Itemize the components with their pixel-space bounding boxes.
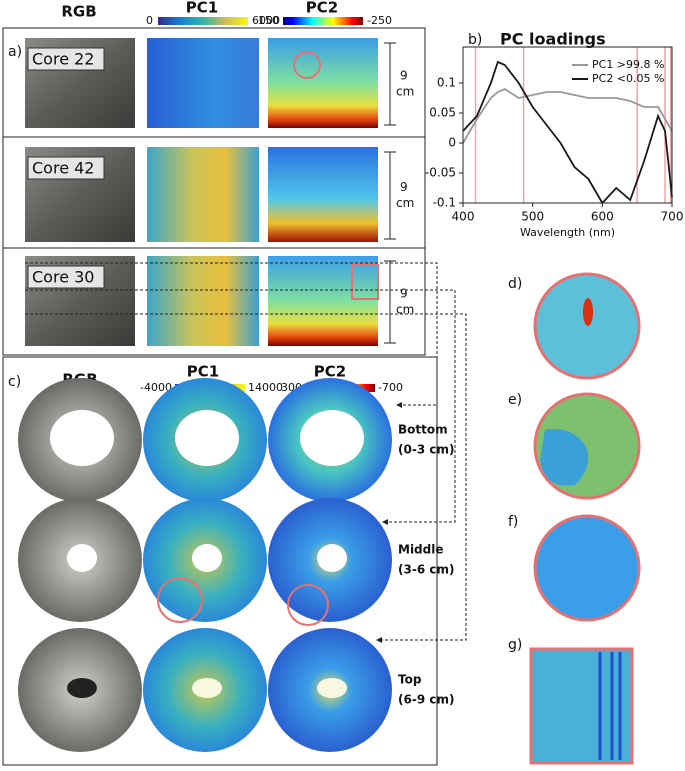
legend-label: PC2 <0.05 %: [592, 72, 664, 85]
core-pc1: [147, 256, 259, 346]
core-label-box: [27, 265, 105, 289]
highlight: [351, 264, 379, 300]
colorbar-label: 150: [258, 14, 279, 27]
disc-hole: [300, 410, 364, 466]
colorbar-label: 14000: [248, 381, 283, 394]
layer-name: Middle: [398, 543, 444, 557]
arrowhead: [376, 637, 382, 643]
colorbar-label: -250: [367, 14, 392, 27]
layer-name: Top: [398, 673, 422, 687]
scale-unit: cm: [396, 303, 414, 317]
highlight: [157, 577, 203, 623]
core-pc2: [268, 147, 378, 242]
legend-label: PC1 >99.8 %: [592, 58, 664, 71]
core-label: Core 30: [32, 268, 94, 287]
disc-hole: [67, 544, 97, 572]
core-pc1: [147, 147, 259, 242]
scale-unit: cm: [396, 85, 414, 99]
y-tick-label: -0.05: [425, 166, 456, 180]
header: PC1: [187, 363, 219, 381]
disc-hole: [50, 410, 114, 466]
highlight: [293, 51, 321, 79]
core-label: Core 22: [32, 50, 94, 69]
colorbar-label: -4000: [140, 381, 172, 394]
header: PC2: [314, 363, 346, 381]
colorbar: [283, 17, 363, 25]
disc-hole: [192, 678, 222, 698]
header: RGB: [61, 3, 96, 21]
scale-bar: [384, 260, 396, 344]
highlight: [287, 584, 329, 626]
scale-length: 9: [400, 69, 408, 83]
series-line: [462, 87, 673, 144]
scale-bar: [384, 42, 396, 126]
inset-feature: [540, 429, 589, 486]
arrowhead: [396, 402, 402, 408]
core-pc1: [147, 38, 259, 128]
x-axis-title: Wavelength (nm): [520, 226, 615, 239]
layer-range: (3-6 cm): [398, 563, 454, 577]
disc-hole: [317, 678, 347, 698]
connectors: [25, 262, 467, 641]
disc-hole: [175, 410, 239, 466]
core-pc2: [268, 256, 378, 346]
connector: [25, 262, 438, 406]
x-tick-label: 600: [591, 210, 614, 224]
panel-c-frame: [2, 356, 438, 766]
arrowheads: [376, 402, 402, 643]
inset-g: [529, 647, 634, 765]
core-pc2: [268, 38, 378, 128]
x-tick-label: 400: [452, 210, 475, 224]
colorbar-label: -700: [378, 381, 403, 394]
scale-unit: cm: [396, 196, 414, 210]
y-tick-label: 0.05: [429, 106, 456, 120]
disc-hole: [317, 544, 347, 572]
y-tick-label: 0: [448, 136, 456, 150]
inset-feature: [583, 298, 593, 326]
colorbar-label: 6000: [252, 14, 280, 27]
inset-f: [533, 514, 641, 622]
scale-length: 9: [400, 180, 408, 194]
panel-label: a): [8, 44, 22, 60]
inset-feature: [598, 652, 622, 760]
panel-label: b): [468, 32, 482, 48]
connector: [25, 313, 467, 641]
layer-range: (6-9 cm): [398, 693, 454, 707]
core-label-box: [27, 47, 105, 71]
panel-label: e): [508, 392, 522, 408]
core-label-box: [27, 156, 105, 180]
y-tick-label: -0.1: [433, 196, 456, 210]
series-line: [462, 60, 673, 205]
chart-title: PC loadings: [500, 30, 606, 49]
disc-hole: [67, 678, 97, 698]
plot-frame: [462, 46, 673, 204]
colorbar-label: 0: [146, 14, 153, 27]
header: PC2: [306, 0, 338, 17]
x-tick-label: 700: [661, 210, 684, 224]
header: PC1: [186, 0, 218, 17]
arrowhead: [382, 519, 388, 525]
panel-label: d): [508, 276, 522, 292]
inset-d: [533, 272, 641, 380]
scale-bar: [384, 151, 396, 240]
connector: [25, 289, 456, 523]
panel-label: f): [508, 514, 518, 530]
panel-label: c): [8, 374, 21, 390]
layer-name: Bottom: [398, 423, 448, 437]
core-label: Core 42: [32, 159, 94, 178]
x-tick-label: 500: [521, 210, 544, 224]
colorbar: [158, 17, 248, 25]
panel-label: g): [508, 637, 522, 653]
layer-range: (0-3 cm): [398, 443, 454, 457]
disc-hole: [192, 544, 222, 572]
y-tick-label: 0.1: [437, 76, 456, 90]
panel-a-frame: [2, 27, 426, 356]
scale-length: 9: [400, 287, 408, 301]
